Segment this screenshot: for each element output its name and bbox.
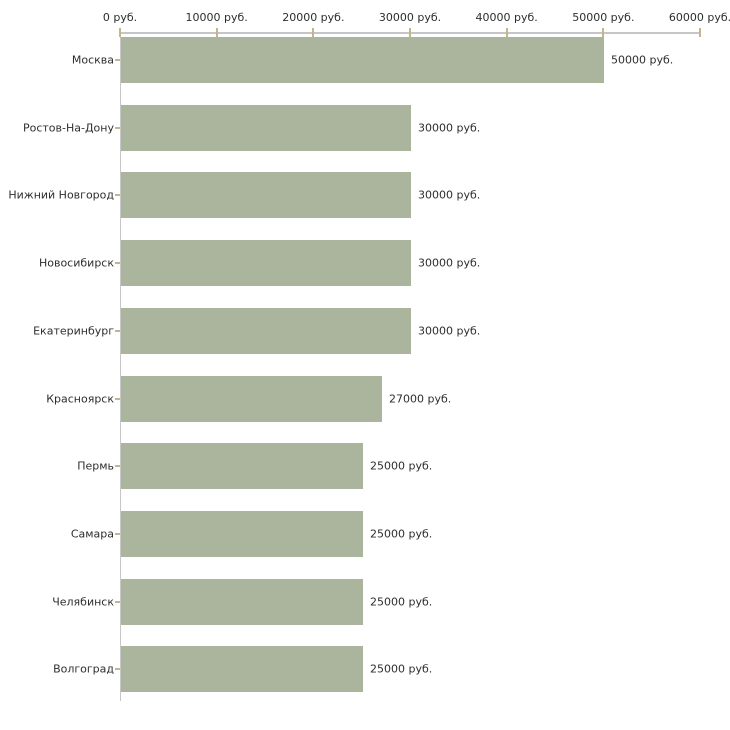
- y-tick-mark: [115, 533, 120, 535]
- value-label: 30000 руб.: [418, 256, 481, 270]
- x-tick-mark: [602, 28, 605, 37]
- x-tick-mark: [119, 28, 121, 37]
- value-label: 30000 руб.: [418, 121, 481, 135]
- bar: [121, 240, 411, 286]
- x-tick-mark: [215, 28, 218, 37]
- y-axis-line: [120, 33, 121, 701]
- bar: [121, 37, 604, 83]
- value-label: 25000 руб.: [370, 595, 433, 609]
- bar: [121, 646, 363, 692]
- x-tick-label: 20000 руб.: [282, 11, 345, 24]
- category-label: Екатеринбург: [33, 324, 114, 338]
- x-tick-mark: [699, 28, 701, 37]
- bar: [121, 579, 363, 625]
- x-tick-label: 0 руб.: [102, 11, 138, 24]
- x-tick-label: 60000 руб.: [668, 11, 730, 24]
- category-label: Ростов-На-Дону: [22, 121, 114, 135]
- y-tick-mark: [115, 330, 120, 332]
- x-tick-mark: [409, 28, 411, 37]
- category-label: Волгоград: [53, 662, 114, 676]
- category-label: Новосибирск: [38, 256, 114, 270]
- bar: [121, 376, 382, 422]
- y-tick-mark: [115, 59, 120, 61]
- x-tick-mark: [312, 28, 315, 37]
- bar: [121, 308, 411, 354]
- y-tick-mark: [115, 465, 120, 467]
- y-tick-mark: [115, 398, 120, 400]
- bar: [121, 172, 411, 218]
- value-label: 27000 руб.: [389, 392, 452, 406]
- category-label: Самара: [70, 527, 114, 541]
- value-label: 25000 руб.: [370, 527, 433, 541]
- value-label: 25000 руб.: [370, 662, 433, 676]
- value-label: 30000 руб.: [418, 324, 481, 338]
- value-label: 50000 руб.: [611, 53, 674, 67]
- bar: [121, 443, 363, 489]
- bar: [121, 105, 411, 151]
- y-tick-mark: [115, 601, 120, 603]
- category-label: Пермь: [77, 459, 114, 473]
- y-tick-mark: [115, 194, 120, 196]
- y-tick-mark: [115, 262, 120, 264]
- value-label: 30000 руб.: [418, 188, 481, 202]
- y-tick-mark: [115, 127, 120, 129]
- category-label: Красноярск: [46, 392, 114, 406]
- x-tick-label: 10000 руб.: [185, 11, 248, 24]
- y-tick-mark: [115, 668, 120, 670]
- x-tick-label: 30000 руб.: [378, 11, 442, 24]
- value-label: 25000 руб.: [370, 459, 433, 473]
- bar: [121, 511, 363, 557]
- x-tick-mark: [505, 28, 508, 37]
- x-tick-label: 40000 руб.: [475, 11, 538, 24]
- category-label: Челябинск: [52, 595, 114, 609]
- category-label: Нижний Новгород: [8, 188, 114, 202]
- x-tick-label: 50000 руб.: [572, 11, 635, 24]
- category-label: Москва: [71, 53, 114, 67]
